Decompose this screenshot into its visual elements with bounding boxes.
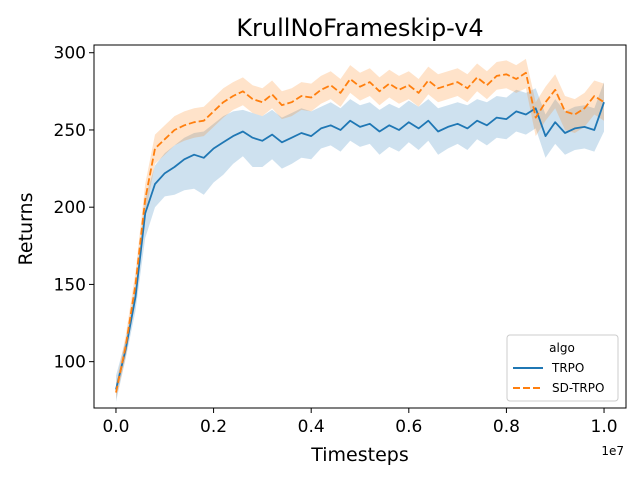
- x-tick-label: 0.4: [298, 417, 325, 437]
- x-axis-ticks: 0.0 0.2 0.4 0.6 0.8 1.0: [102, 408, 618, 437]
- band-trpo: [116, 82, 604, 402]
- y-tick-label: 150: [54, 275, 86, 295]
- legend: algo TRPO SD-TRPO: [506, 334, 619, 402]
- y-tick-label: 300: [54, 44, 86, 64]
- x-tick-label: 0.8: [493, 417, 520, 437]
- y-axis-label: Returns: [15, 193, 37, 266]
- y-tick-label: 200: [54, 198, 86, 218]
- y-axis-ticks: 100 150 200 250 300: [54, 44, 94, 373]
- x-tick-label: 0.0: [102, 417, 129, 437]
- legend-box: [506, 334, 619, 402]
- line-trpo: [115, 101, 605, 390]
- x-offset-label: 1e7: [601, 444, 624, 458]
- legend-label-trpo: TRPO: [551, 361, 584, 375]
- y-tick-label: 100: [54, 353, 86, 373]
- legend-label-sd-trpo: SD-TRPO: [552, 381, 604, 395]
- plot-frame: [93, 44, 627, 409]
- legend-title: algo: [549, 341, 575, 355]
- band-sd-trpo: [116, 58, 604, 399]
- y-tick-label: 250: [54, 121, 86, 141]
- x-tick-label: 0.2: [200, 417, 227, 437]
- x-tick-label: 0.6: [395, 417, 422, 437]
- confidence-bands: [116, 58, 604, 402]
- line-sd-trpo: [115, 71, 605, 393]
- series-lines: [115, 71, 605, 393]
- chart-title: KrullNoFrameskip-v4: [236, 14, 483, 42]
- x-axis-label: Timesteps: [310, 444, 409, 466]
- x-tick-label: 1.0: [591, 417, 618, 437]
